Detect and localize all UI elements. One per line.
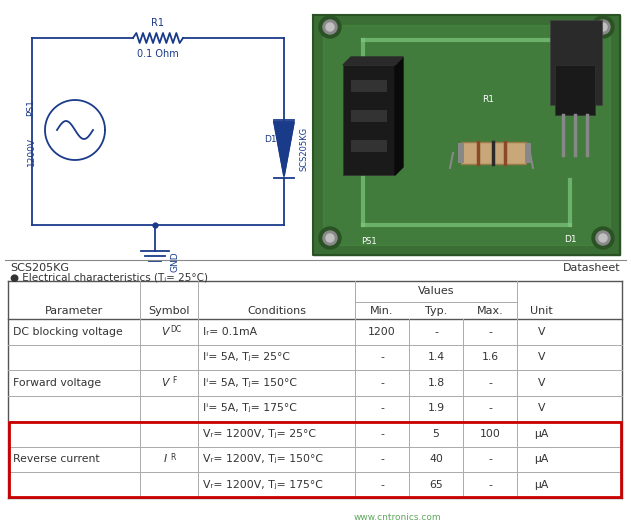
Text: R1: R1 [151,18,165,28]
Text: SCS205KG: SCS205KG [300,127,309,171]
Text: I: I [163,454,167,464]
Text: Reverse current: Reverse current [13,454,100,464]
Bar [351,110,387,122]
Text: 1.9: 1.9 [427,403,444,413]
Text: GND: GND [171,251,180,271]
Text: Vᵣ= 1200V, Tⱼ= 25°C: Vᵣ= 1200V, Tⱼ= 25°C [203,429,316,439]
Text: R: R [170,453,176,462]
Text: Symbol: Symbol [148,306,190,316]
Text: SCS205KG: SCS205KG [10,263,69,273]
Bar [351,140,387,152]
Text: Vᵣ= 1200V, Tⱼ= 150°C: Vᵣ= 1200V, Tⱼ= 150°C [203,454,323,464]
Text: -: - [380,403,384,413]
Text: PS1: PS1 [27,99,35,116]
Text: R1: R1 [482,96,494,105]
Text: D1: D1 [563,236,576,245]
Text: Iⁱ= 5A, Tⱼ= 150°C: Iⁱ= 5A, Tⱼ= 150°C [203,378,297,388]
Polygon shape [395,57,403,175]
Text: Parameter: Parameter [45,306,103,316]
Text: V: V [162,327,169,337]
Text: www.cntronics.com: www.cntronics.com [354,513,441,522]
Text: 100: 100 [480,429,500,439]
Polygon shape [323,25,610,245]
Bar [351,80,387,92]
Text: 1200V: 1200V [27,137,35,167]
Text: -: - [488,327,492,337]
Text: 0.1 Ohm: 0.1 Ohm [137,49,179,59]
Bar [458,143,464,163]
Text: F: F [172,376,176,385]
Circle shape [592,227,614,249]
Text: Min.: Min. [370,306,394,316]
Text: Vᵣ= 1200V, Tⱼ= 175°C: Vᵣ= 1200V, Tⱼ= 175°C [203,480,323,490]
Text: Values: Values [418,287,454,297]
Text: Iⁱ= 5A, Tⱼ= 175°C: Iⁱ= 5A, Tⱼ= 175°C [203,403,297,413]
Text: 5: 5 [432,429,439,439]
Text: -: - [380,352,384,362]
Text: Forward voltage: Forward voltage [13,378,101,388]
Bar [461,142,526,164]
Text: PS1: PS1 [361,238,377,247]
Text: -: - [380,378,384,388]
Text: V: V [538,378,545,388]
Circle shape [596,20,610,34]
Text: Conditions: Conditions [247,306,306,316]
Text: μA: μA [534,480,549,490]
Text: Iᵣ= 0.1mA: Iᵣ= 0.1mA [203,327,257,337]
Text: DC blocking voltage: DC blocking voltage [13,327,123,337]
Text: 65: 65 [429,480,443,490]
Text: V: V [162,378,169,388]
Polygon shape [274,122,294,176]
Bar [550,20,602,105]
Text: 1.8: 1.8 [427,378,444,388]
Bar [525,143,531,163]
Text: Datasheet: Datasheet [563,263,621,273]
Text: 40: 40 [429,454,443,464]
Text: Max.: Max. [476,306,504,316]
Circle shape [326,23,334,31]
Bar [555,65,595,115]
Text: -: - [488,403,492,413]
Text: -: - [488,480,492,490]
Text: V: V [538,403,545,413]
Text: V: V [538,352,545,362]
Text: 1200: 1200 [368,327,396,337]
Text: -: - [380,429,384,439]
Circle shape [599,23,607,31]
Circle shape [596,231,610,245]
Circle shape [599,234,607,242]
Text: μA: μA [534,429,549,439]
Text: 1.6: 1.6 [481,352,498,362]
Text: Iⁱ= 5A, Tⱼ= 25°C: Iⁱ= 5A, Tⱼ= 25°C [203,352,290,362]
Polygon shape [343,57,403,65]
Circle shape [592,16,614,38]
Text: -: - [488,454,492,464]
Text: -: - [488,378,492,388]
Bar [343,65,395,175]
Text: Unit: Unit [530,306,553,316]
Circle shape [323,231,337,245]
Text: -: - [434,327,438,337]
Text: ● Electrical characteristics (Tⱼ= 25°C): ● Electrical characteristics (Tⱼ= 25°C) [10,272,208,282]
Circle shape [319,16,341,38]
Text: DC: DC [170,325,182,334]
Text: -: - [380,454,384,464]
Circle shape [326,234,334,242]
Text: V: V [538,327,545,337]
Circle shape [319,227,341,249]
Text: Typ.: Typ. [425,306,447,316]
Bar [9,422,621,497]
Text: 1.4: 1.4 [427,352,444,362]
Circle shape [323,20,337,34]
Text: μA: μA [534,454,549,464]
Text: -: - [380,480,384,490]
Text: D1: D1 [264,135,276,144]
Polygon shape [313,15,620,255]
